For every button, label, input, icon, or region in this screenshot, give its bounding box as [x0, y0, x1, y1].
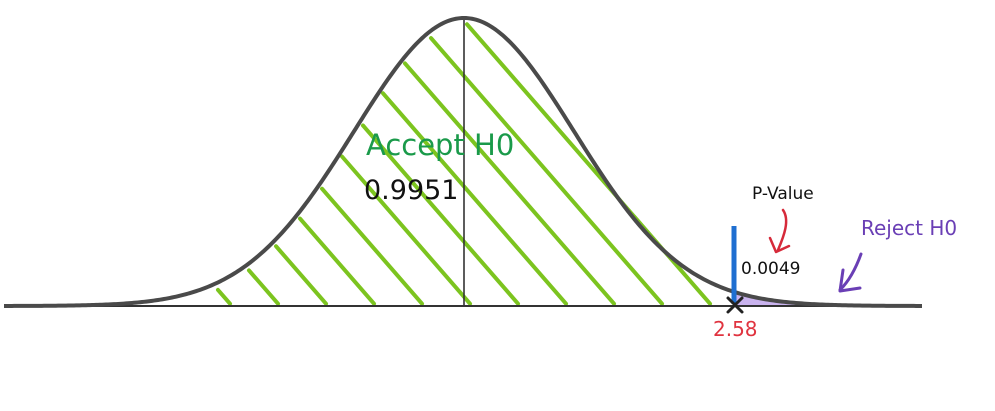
accept-area-value: 0.9951	[364, 175, 458, 206]
hatch-line	[361, 123, 520, 306]
hatch-line	[381, 91, 568, 306]
critical-z-value: 2.58	[713, 317, 758, 341]
hatch-line	[429, 36, 664, 306]
acceptance-region-hatching	[216, 22, 712, 306]
p-value-label: P-Value	[752, 184, 814, 204]
reject-h0-label: Reject H0	[861, 216, 957, 240]
hatch-line	[274, 244, 328, 306]
accept-h0-label: Accept H0	[366, 128, 514, 162]
hatch-line	[247, 268, 280, 306]
reject-arrow	[838, 252, 863, 293]
hatch-line	[465, 22, 712, 306]
p-value-area-value: 0.0049	[741, 259, 800, 279]
hatch-line	[403, 61, 616, 306]
hatch-line	[320, 186, 424, 306]
bell-curve	[4, 16, 922, 308]
hatch-line	[298, 216, 376, 306]
p-value-arrow	[768, 208, 791, 254]
hatch-line	[216, 287, 232, 306]
critical-point-marker	[726, 296, 744, 314]
hatch-line	[340, 154, 472, 306]
